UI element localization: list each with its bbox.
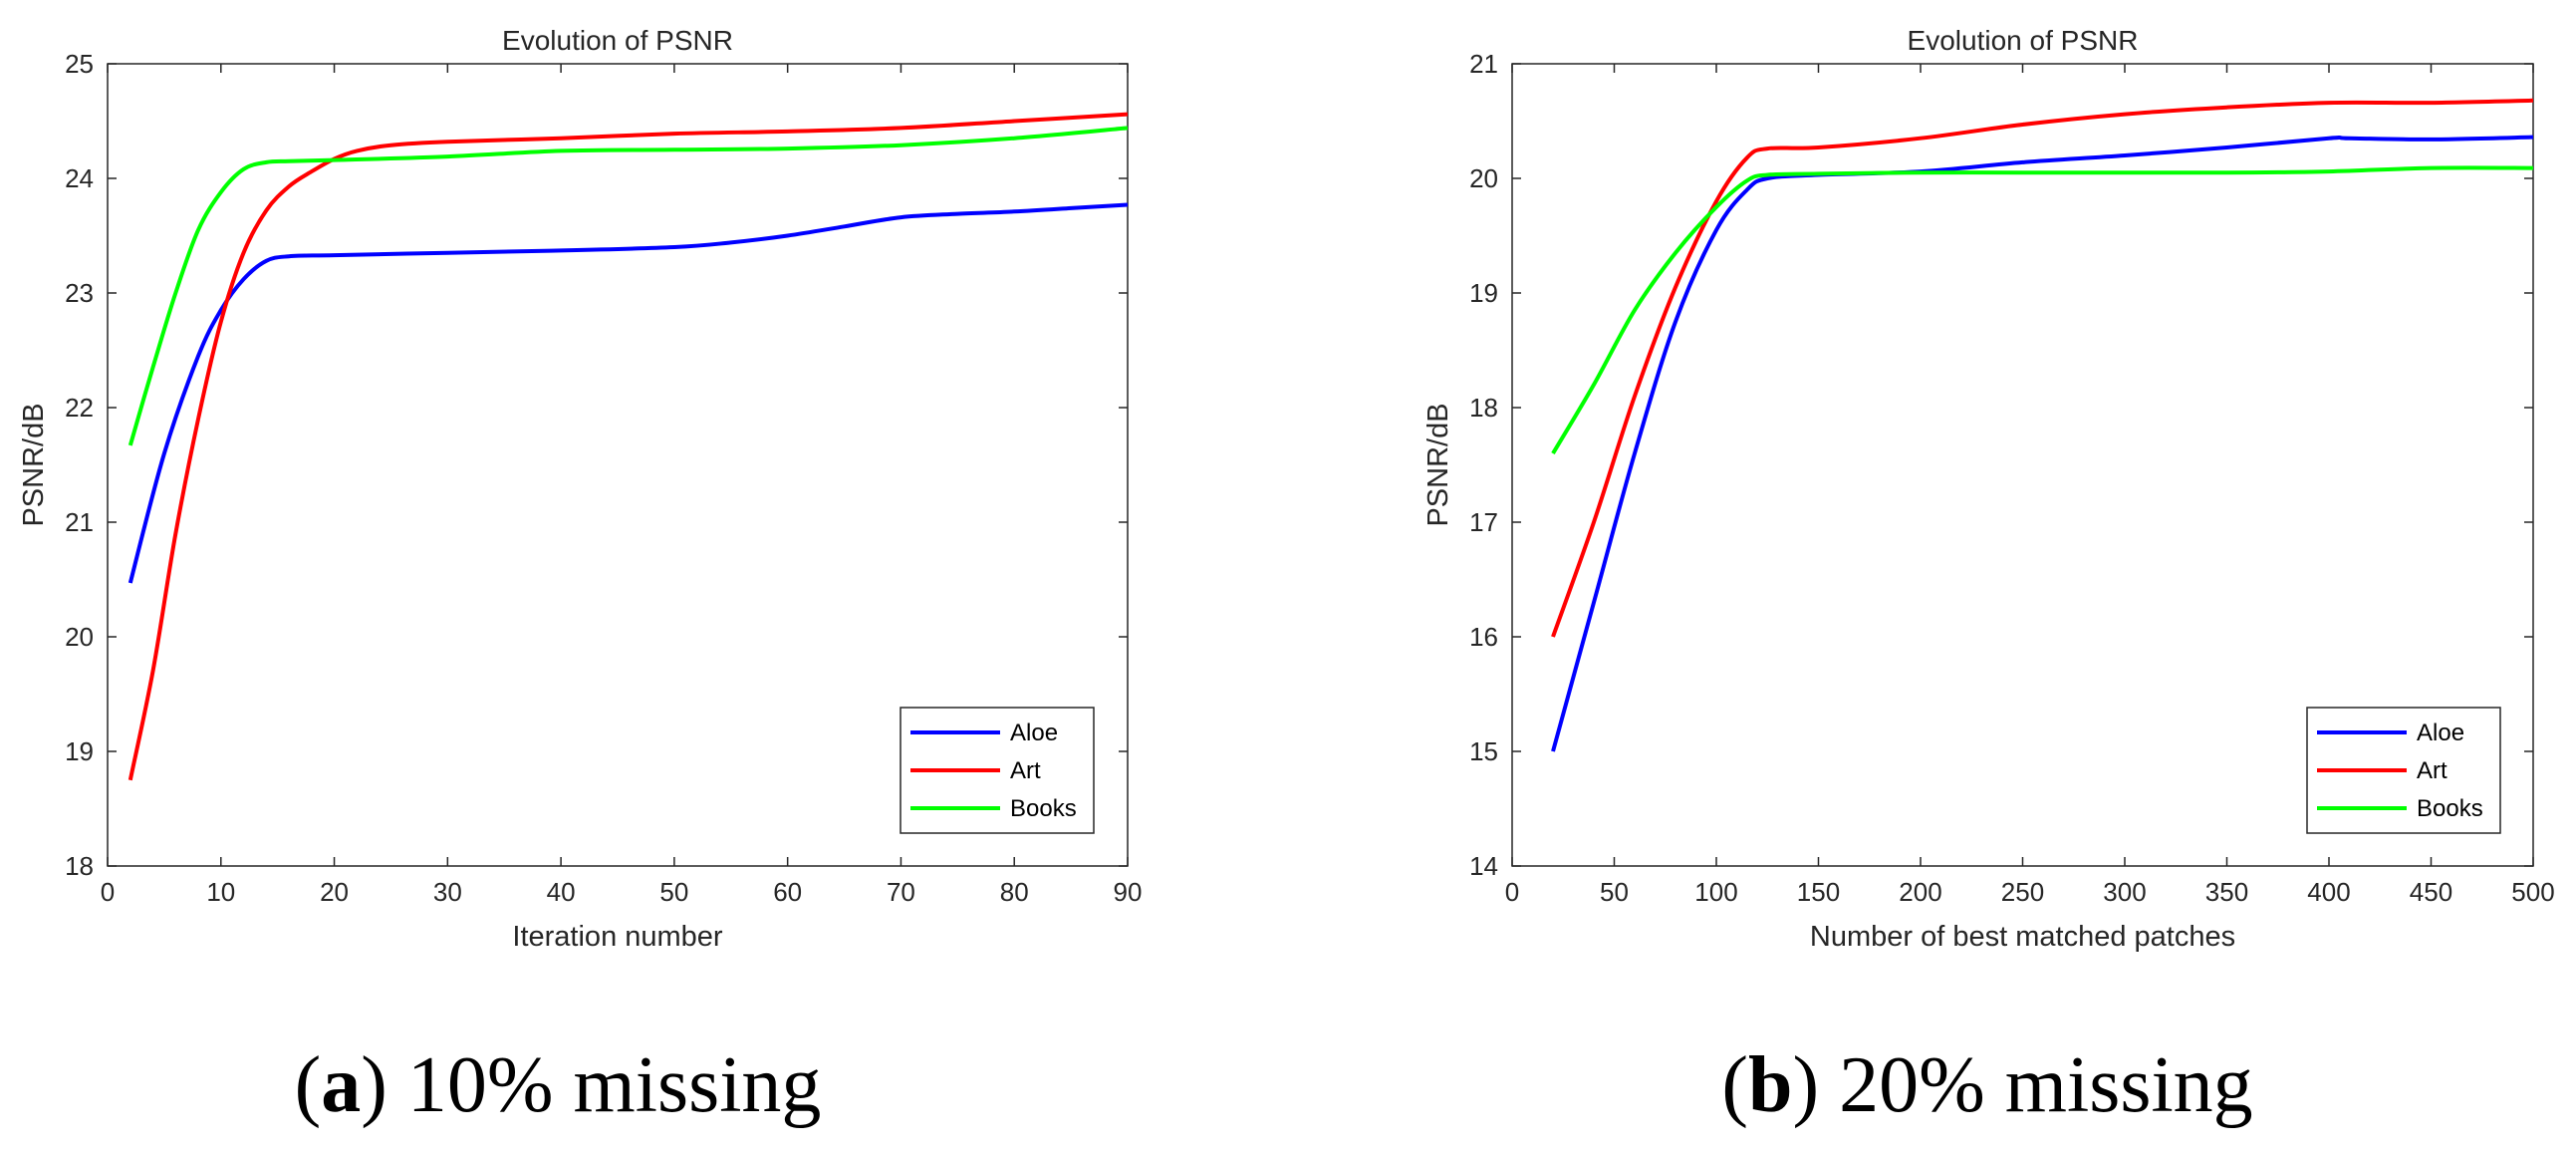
caption-a-label: a	[321, 1041, 361, 1129]
y-tick-label: 16	[1469, 622, 1498, 652]
y-tick-label: 15	[1469, 736, 1498, 766]
x-tick-label: 200	[1899, 877, 1941, 907]
x-tick-label: 40	[547, 877, 576, 907]
x-tick-label: 70	[887, 877, 915, 907]
x-tick-label: 400	[2307, 877, 2350, 907]
y-tick-label: 22	[65, 393, 94, 423]
x-tick-label: 150	[1797, 877, 1840, 907]
caption-a: (a) 10% missing	[295, 1041, 822, 1129]
x-tick-label: 80	[1000, 877, 1029, 907]
x-tick-label: 100	[1694, 877, 1737, 907]
legend-label-aloe: Aloe	[1010, 720, 1058, 746]
series-line-aloe	[128, 202, 1129, 584]
y-tick-label: 20	[1469, 163, 1498, 193]
series-line-art	[128, 112, 1129, 781]
x-tick-label: 60	[773, 877, 802, 907]
x-tick-label: 50	[1600, 877, 1629, 907]
y-tick-label: 14	[1469, 851, 1498, 881]
x-tick-label: 20	[320, 877, 349, 907]
caption-b: (b) 20% missing	[1721, 1041, 2252, 1129]
caption-b-text: 20% missing	[1839, 1041, 2253, 1129]
caption-a-text: 10% missing	[407, 1041, 822, 1129]
legend-label-books: Books	[2417, 795, 2483, 822]
x-tick-label: 30	[433, 877, 462, 907]
y-tick-label: 18	[65, 851, 94, 881]
y-tick-label: 19	[65, 736, 94, 766]
x-tick-label: 450	[2410, 877, 2452, 907]
chart-title: Evolution of PSNR	[1908, 25, 2139, 56]
x-tick-label: 0	[1505, 877, 1519, 907]
y-tick-label: 18	[1469, 393, 1498, 423]
legend-label-art: Art	[1010, 757, 1041, 784]
y-axis-label: PSNR/dB	[1422, 403, 1454, 526]
x-tick-label: 500	[2511, 877, 2554, 907]
legend-label-books: Books	[1010, 795, 1077, 822]
x-tick-label: 10	[206, 877, 235, 907]
x-tick-label: 90	[1114, 877, 1143, 907]
chart-panel-b: 0 50 100 150 200 250 300 350 400 450 500 14 15 16 17 18…	[1422, 25, 2555, 953]
chart-title: Evolution of PSNR	[502, 25, 733, 56]
y-tick-label: 25	[65, 49, 94, 79]
x-tick-label: 250	[2001, 877, 2044, 907]
x-tick-label: 300	[2103, 877, 2146, 907]
y-tick-label: 19	[1469, 278, 1498, 308]
y-tick-label: 23	[65, 278, 94, 308]
x-tick-label: 350	[2205, 877, 2248, 907]
x-tick-label: 0	[101, 877, 115, 907]
series-line-books	[128, 126, 1129, 446]
legend-label-art: Art	[2417, 757, 2447, 784]
y-tick-label: 20	[65, 622, 94, 652]
series-line-books	[1551, 165, 2534, 455]
caption-b-label: b	[1748, 1041, 1793, 1129]
legend-label-aloe: Aloe	[2417, 720, 2464, 746]
x-axis-label: Iteration number	[512, 921, 723, 953]
x-axis-label: Number of best matched patches	[1810, 921, 2235, 953]
x-tick-label: 50	[659, 877, 688, 907]
y-tick-label: 17	[1469, 507, 1498, 537]
chart-panel-a: 0 10 20 30 40 50 60 70 80 90 18 19 20 21 22 23 24 25 Evolu…	[18, 25, 1142, 953]
series-line-art	[1551, 98, 2534, 638]
y-axis-label: PSNR/dB	[18, 403, 50, 526]
y-tick-label: 21	[65, 507, 94, 537]
y-tick-label: 24	[65, 163, 94, 193]
y-tick-label: 21	[1469, 49, 1498, 79]
